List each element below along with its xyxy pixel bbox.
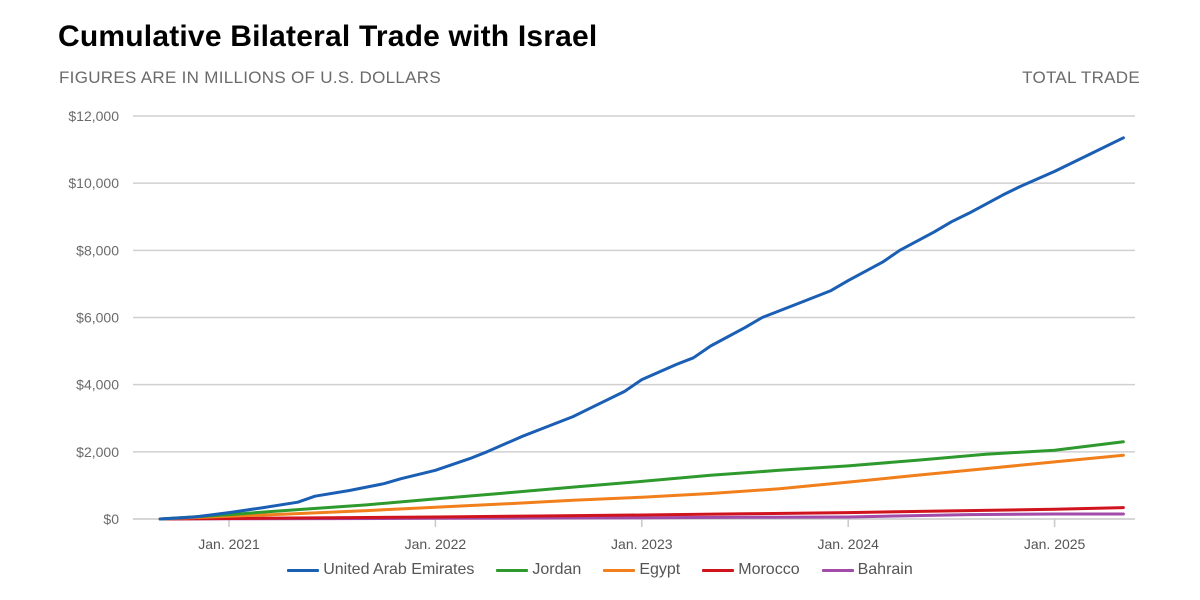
chart-title: Cumulative Bilateral Trade with Israel	[58, 20, 598, 53]
y-tick-label: $6,000	[76, 310, 119, 326]
legend-swatch	[603, 568, 636, 572]
legend-label: Egypt	[639, 561, 681, 578]
series-line-jordan	[158, 440, 1125, 521]
legend-label: United Arab Emirates	[323, 561, 475, 578]
total-trade-label: TOTAL TRADE	[1022, 68, 1140, 87]
series-line-united-arab-emirates	[158, 136, 1125, 521]
x-tick-label: Jan. 2025	[1024, 536, 1086, 552]
legend-swatch	[821, 568, 854, 572]
x-tick-label: Jan. 2021	[198, 536, 260, 552]
legend-item-jordan[interactable]: Jordan	[496, 561, 581, 579]
legend-item-bahrain[interactable]: Bahrain	[821, 561, 913, 579]
y-axis: $0 $2,000 $4,000 $6,000 $8,000 $10,000 $12,000	[68, 108, 119, 527]
series-line-egypt	[158, 453, 1125, 521]
y-tick-label: $10,000	[68, 175, 119, 191]
series-lines	[158, 136, 1125, 521]
legend-item-egypt[interactable]: Egypt	[603, 561, 680, 579]
chart-subtitle: FIGURES ARE IN MILLIONS OF U.S. DOLLARS	[59, 68, 442, 87]
legend-label: Morocco	[738, 561, 800, 578]
x-tick-label: Jan. 2022	[405, 536, 467, 552]
series-line-morocco	[158, 506, 1125, 521]
y-tick-label: $2,000	[76, 444, 119, 460]
y-tick-label: $12,000	[68, 108, 119, 124]
legend-swatch	[702, 568, 735, 572]
legend-swatch	[496, 568, 529, 572]
gridlines	[133, 115, 1135, 520]
legend-swatch	[287, 568, 320, 572]
legend: United Arab Emirates Jordan Egypt Morocco Ba…	[0, 561, 1200, 579]
y-tick-label: $8,000	[76, 242, 119, 258]
y-tick-label: $0	[103, 511, 119, 527]
x-tick-label: Jan. 2024	[817, 536, 879, 552]
x-tick-label: Jan. 2023	[611, 536, 673, 552]
legend-item-morocco[interactable]: Morocco	[702, 561, 800, 579]
legend-label: Jordan	[532, 561, 582, 578]
y-tick-label: $4,000	[76, 377, 119, 393]
legend-label: Bahrain	[857, 561, 913, 578]
x-axis: Jan. 2021 Jan. 2022 Jan. 2023 Jan. 2024 Jan.…	[198, 519, 1086, 552]
legend-item-united-arab-emirates[interactable]: United Arab Emirates	[287, 561, 474, 579]
